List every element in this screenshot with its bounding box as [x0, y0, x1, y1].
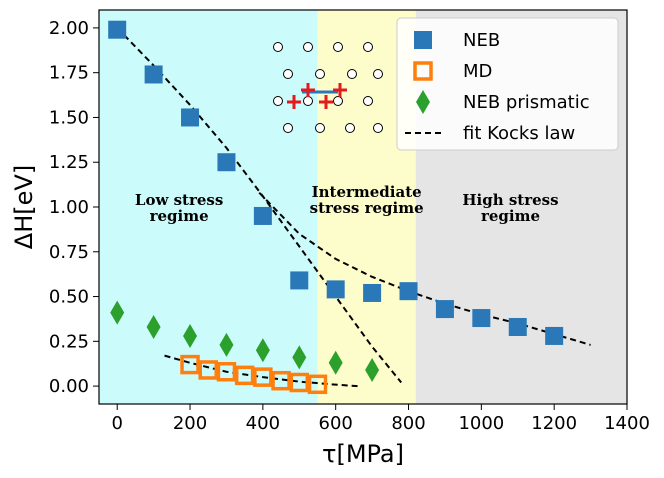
neb-point — [435, 300, 454, 319]
y-tick-label: 0.50 — [49, 287, 89, 308]
y-tick-label: 2.00 — [49, 18, 89, 39]
legend-marker-prismatic — [416, 90, 430, 114]
neb-point — [144, 65, 163, 84]
neb-point — [399, 282, 418, 301]
lattice-atom — [273, 42, 283, 52]
data-marks — [108, 20, 564, 395]
legend-box — [396, 17, 619, 151]
fit-lines — [116, 27, 591, 388]
y-tick-label: 1.00 — [49, 197, 89, 218]
neb-prismatic-point — [365, 357, 380, 382]
legend-label: MD — [463, 61, 492, 82]
x-tick-label: 0 — [111, 413, 122, 434]
legend-label: NEB prismatic — [463, 92, 590, 113]
md-point — [307, 374, 328, 395]
md-point — [253, 367, 273, 387]
lattice-atom — [333, 42, 343, 52]
neb-prismatic-point — [328, 350, 343, 375]
neb-prismatic-point — [255, 338, 270, 363]
neb-point — [181, 108, 200, 127]
x-tick-label: 1200 — [531, 413, 577, 434]
x-tick-label: 600 — [319, 413, 353, 434]
md-point — [234, 365, 255, 386]
x-tick-label: 1000 — [458, 413, 504, 434]
neb-point — [253, 206, 272, 225]
x-tick-label: 1400 — [604, 413, 650, 434]
region-label-low: regime — [150, 207, 209, 225]
y-tick-label: 1.25 — [49, 152, 89, 173]
y-tick-label: 1.50 — [49, 107, 89, 128]
neb-point — [508, 317, 527, 336]
fit-line-3 — [164, 354, 358, 388]
y-tick-label: 0.00 — [49, 376, 89, 397]
lattice-atom — [283, 69, 293, 79]
neb-point — [472, 309, 491, 328]
lattice-atom — [303, 42, 313, 52]
fit-line-2 — [258, 191, 591, 346]
region-label-intermediate: stress regime — [310, 199, 424, 217]
x-tick-label: 200 — [173, 413, 207, 434]
x-tick-label: 400 — [246, 413, 280, 434]
legend-marker-md — [413, 61, 433, 81]
lattice-atom — [345, 123, 355, 133]
lattice-atom — [373, 69, 383, 79]
md-point — [271, 370, 291, 391]
neb-prismatic-point — [219, 332, 234, 357]
lattice-atom — [347, 69, 357, 79]
lattice-atom — [315, 123, 325, 133]
x-tick-label: 800 — [391, 413, 425, 434]
lattice-atom — [363, 42, 373, 52]
neb-point — [545, 326, 564, 345]
neb-prismatic-point — [292, 345, 307, 370]
y-tick-label: 0.25 — [49, 331, 89, 352]
region-label-intermediate: Intermediate — [312, 183, 422, 201]
lattice-atom — [273, 96, 283, 106]
region-label-low: Low stress — [135, 191, 223, 209]
lattice-atom — [333, 96, 343, 106]
region-low — [99, 10, 318, 404]
neb-point — [108, 20, 127, 39]
region-label-high: High stress — [462, 191, 558, 209]
neb-prismatic-point — [146, 314, 161, 339]
legend: NEB MD NEB prismatic fit Kocks law — [396, 17, 619, 151]
y-tick-label: 0.75 — [49, 242, 89, 263]
neb-point — [326, 280, 345, 299]
neb-point — [363, 283, 382, 302]
legend-label: NEB — [463, 30, 500, 51]
y-tick-label: 1.75 — [49, 63, 89, 84]
legend-label: fit Kocks law — [463, 123, 575, 144]
neb-prismatic-point — [183, 323, 198, 348]
md-point — [216, 362, 237, 382]
y-axis-title: ΔH[eV] — [10, 165, 38, 249]
x-axis-title: τ[MPa] — [322, 440, 404, 468]
lattice-atom — [373, 123, 383, 133]
md-point — [180, 354, 200, 375]
lattice-atom — [315, 69, 325, 79]
neb-prismatic-point — [110, 300, 125, 325]
md-point — [198, 360, 218, 380]
lattice-atom — [303, 96, 313, 106]
region-label-high: regime — [481, 207, 540, 225]
lattice-atom — [283, 123, 293, 133]
legend-marker-neb — [414, 31, 432, 49]
lattice-inset — [273, 42, 383, 133]
md-point — [289, 372, 310, 393]
lattice-atom — [363, 96, 373, 106]
ticks: 0 200 400 600 800 1000 1200 1400 0.00 0.25 0.50 0.7… — [49, 18, 650, 434]
neb-point — [290, 271, 309, 290]
neb-point — [217, 153, 236, 172]
